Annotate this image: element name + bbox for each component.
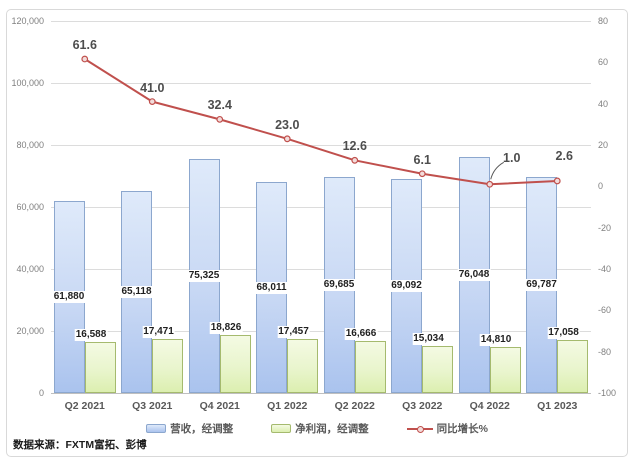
growth-line-marker xyxy=(486,180,494,188)
net-profit-bar xyxy=(152,338,183,393)
y-axis-left-tick: 20,000 xyxy=(16,326,44,336)
y-axis-right-tick: 20 xyxy=(598,140,609,150)
x-axis-category-label: Q3 2021 xyxy=(132,400,173,412)
gridline xyxy=(51,83,591,84)
growth-line xyxy=(84,58,558,186)
revenue-bar-label: 61,880 xyxy=(52,291,86,304)
y-axis-left-tick: 0 xyxy=(38,388,44,398)
net-profit-bar-label: 15,034 xyxy=(412,333,445,346)
label-leader-line xyxy=(490,161,504,180)
growth-line-label: 12.6 xyxy=(342,139,367,154)
growth-line-marker xyxy=(216,115,224,123)
legend-item-net-profit: 净利润，经调整 xyxy=(271,421,369,436)
revenue-swatch-icon xyxy=(146,424,167,433)
legend-label: 净利润，经调整 xyxy=(295,423,369,435)
x-axis-category-label: Q1 2023 xyxy=(537,400,578,412)
net-profit-bar-label: 16,666 xyxy=(344,328,378,341)
x-axis-category-label: Q1 2022 xyxy=(267,400,308,412)
growth-line-marker xyxy=(148,98,156,105)
y-axis-right-tick: 0 xyxy=(598,181,604,192)
y-axis-right-tick: -100 xyxy=(598,388,617,398)
revenue-bar-label: 69,787 xyxy=(525,278,558,291)
growth-line-label: 1.0 xyxy=(503,151,521,166)
x-axis-category-label: Q3 2022 xyxy=(402,400,443,412)
legend-label: 同比增长% xyxy=(436,423,488,435)
y-axis-right-tick: -80 xyxy=(598,346,612,357)
growth-line-label: 2.6 xyxy=(555,148,573,163)
net-profit-bar xyxy=(489,347,521,393)
gridline xyxy=(51,145,591,146)
growth-line-label: 32.4 xyxy=(207,98,232,113)
net-profit-bar xyxy=(354,341,386,393)
y-axis-right-tick: 60 xyxy=(598,57,609,68)
y-axis-right-tick: -60 xyxy=(598,305,612,316)
net-profit-bar-label: 16,588 xyxy=(74,328,108,341)
net-profit-bar-label: 17,457 xyxy=(277,325,310,338)
y-axis-left-tick: 120,000 xyxy=(11,16,44,26)
growth-line-label: 6.1 xyxy=(413,152,431,167)
net-profit-bar-label: 17,471 xyxy=(142,325,175,338)
x-axis-category-label: Q4 2022 xyxy=(469,400,510,412)
growth-line-label: 23.0 xyxy=(275,117,300,132)
gridline xyxy=(51,207,591,208)
net-profit-swatch-icon xyxy=(271,424,292,433)
legend: 营收，经调整 净利润，经调整 同比增长% xyxy=(7,421,627,436)
growth-line-marker xyxy=(81,55,89,63)
growth-line-marker xyxy=(351,156,359,164)
net-profit-bar xyxy=(557,340,588,393)
revenue-bar-label: 76,048 xyxy=(457,269,491,282)
x-axis-line xyxy=(51,393,591,394)
source-note: 数据来源：FXTM富拓、彭博 xyxy=(13,439,147,451)
x-axis-category-label: Q2 2022 xyxy=(334,400,375,412)
growth-line-marker xyxy=(418,170,426,178)
y-axis-left-tick: 80,000 xyxy=(16,140,44,150)
net-profit-bar-label: 18,826 xyxy=(209,321,243,334)
x-axis-category-label: Q4 2021 xyxy=(199,400,240,412)
legend-label: 营收，经调整 xyxy=(170,423,234,435)
revenue-bar-label: 69,092 xyxy=(390,279,423,292)
revenue-bar-label: 69,685 xyxy=(322,278,356,291)
growth-line-marker xyxy=(553,177,561,185)
revenue-bar-label: 75,325 xyxy=(187,270,221,283)
revenue-bar-label: 68,011 xyxy=(255,281,288,294)
legend-line-marker xyxy=(416,425,424,433)
growth-line-label: 61.6 xyxy=(72,38,97,53)
growth-line-plot xyxy=(81,55,561,188)
gridline xyxy=(51,269,591,270)
net-profit-bar-label: 17,058 xyxy=(547,327,580,340)
legend-item-revenue: 营收，经调整 xyxy=(146,421,233,436)
y-axis-left-tick: 40,000 xyxy=(16,264,44,274)
legend-item-growth: 同比增长% xyxy=(406,421,488,436)
revenue-bar-label: 65,118 xyxy=(120,286,153,299)
net-profit-bar xyxy=(287,338,318,393)
y-axis-right-tick: -20 xyxy=(598,222,612,233)
chart-figure: 营收，经调整 净利润，经调整 同比增长% 数据来源：FXTM富拓、彭博 120,00… xyxy=(6,9,628,457)
y-axis-left-tick: 100,000 xyxy=(11,78,44,88)
gridline xyxy=(51,21,591,22)
net-profit-bar xyxy=(422,346,453,393)
growth-line-swatch-icon xyxy=(406,424,433,433)
y-axis-right-tick: 80 xyxy=(598,16,609,26)
net-profit-bar-label: 14,810 xyxy=(479,334,513,347)
x-axis-category-label: Q2 2021 xyxy=(64,400,105,412)
growth-line-marker xyxy=(283,135,291,143)
gridline xyxy=(51,331,591,332)
y-axis-right-tick: -40 xyxy=(598,264,612,274)
net-profit-bar xyxy=(84,341,116,393)
y-axis-left-tick: 60,000 xyxy=(16,202,44,212)
growth-line-label: 41.0 xyxy=(140,80,165,95)
net-profit-bar xyxy=(219,334,251,393)
y-axis-right-tick: 40 xyxy=(598,98,609,109)
